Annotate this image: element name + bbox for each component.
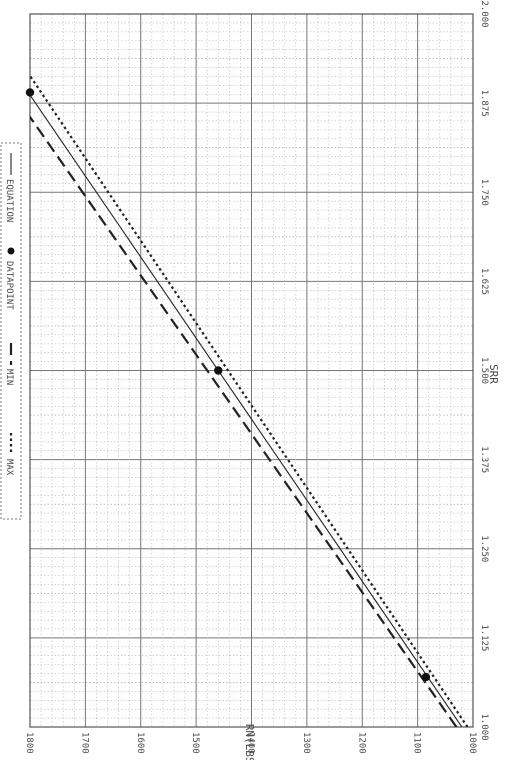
- legend-marker-datapoint: [7, 247, 15, 255]
- x-tick-label: 1.000: [479, 713, 489, 740]
- legend-label: MIN: [4, 369, 14, 385]
- y-tick-label: 1300: [301, 732, 311, 754]
- datapoint: [214, 366, 223, 375]
- y-tick-label: 1000: [467, 732, 477, 754]
- y-tick-label: 1400: [246, 732, 256, 754]
- x-tick-label: 1.125: [479, 624, 489, 651]
- y-tick-label: 1200: [356, 732, 366, 754]
- datapoint: [25, 88, 35, 97]
- datapoint: [421, 672, 431, 682]
- x-tick-label: 2.000: [479, 0, 489, 27]
- x-tick-label: 1.250: [479, 535, 489, 562]
- x-tick-labels: 1.000 1.125 1.250 1.375 1.500 1.625 1.750 1.875…: [479, 0, 489, 740]
- y-tick-label: 1100: [412, 732, 422, 754]
- x-axis-label: SRR: [487, 364, 500, 384]
- y-axis-label: RN(LBS): [243, 724, 256, 760]
- y-tick-label: 1500: [190, 732, 200, 754]
- x-tick-label: 1.500: [479, 357, 489, 384]
- datapoints-layer: [25, 88, 431, 682]
- grid: [29, 13, 474, 728]
- y-tick-label: 1600: [135, 732, 145, 754]
- series-line-max: [30, 73, 469, 727]
- x-tick-label: 1.625: [479, 268, 489, 295]
- y-tick-label: 1800: [24, 732, 34, 754]
- series-line-min: [30, 115, 458, 727]
- y-tick-label: 1700: [79, 732, 89, 754]
- y-tick-labels: 1000 1100 1200 1300 1400 1500 1600 1700 1800: [24, 732, 477, 754]
- legend: EQUATION DATAPOINT MIN MAX: [0, 142, 22, 520]
- plot-frame: [29, 13, 474, 728]
- x-tick-label: 1.875: [479, 90, 489, 117]
- x-tick-label: 1.750: [479, 179, 489, 206]
- legend-label: DATAPOINT: [4, 261, 14, 310]
- legend-label: EQUATION: [4, 179, 14, 222]
- x-tick-label: 1.375: [479, 446, 489, 473]
- legend-label: MAX: [4, 459, 14, 476]
- legend-box: [0, 142, 22, 520]
